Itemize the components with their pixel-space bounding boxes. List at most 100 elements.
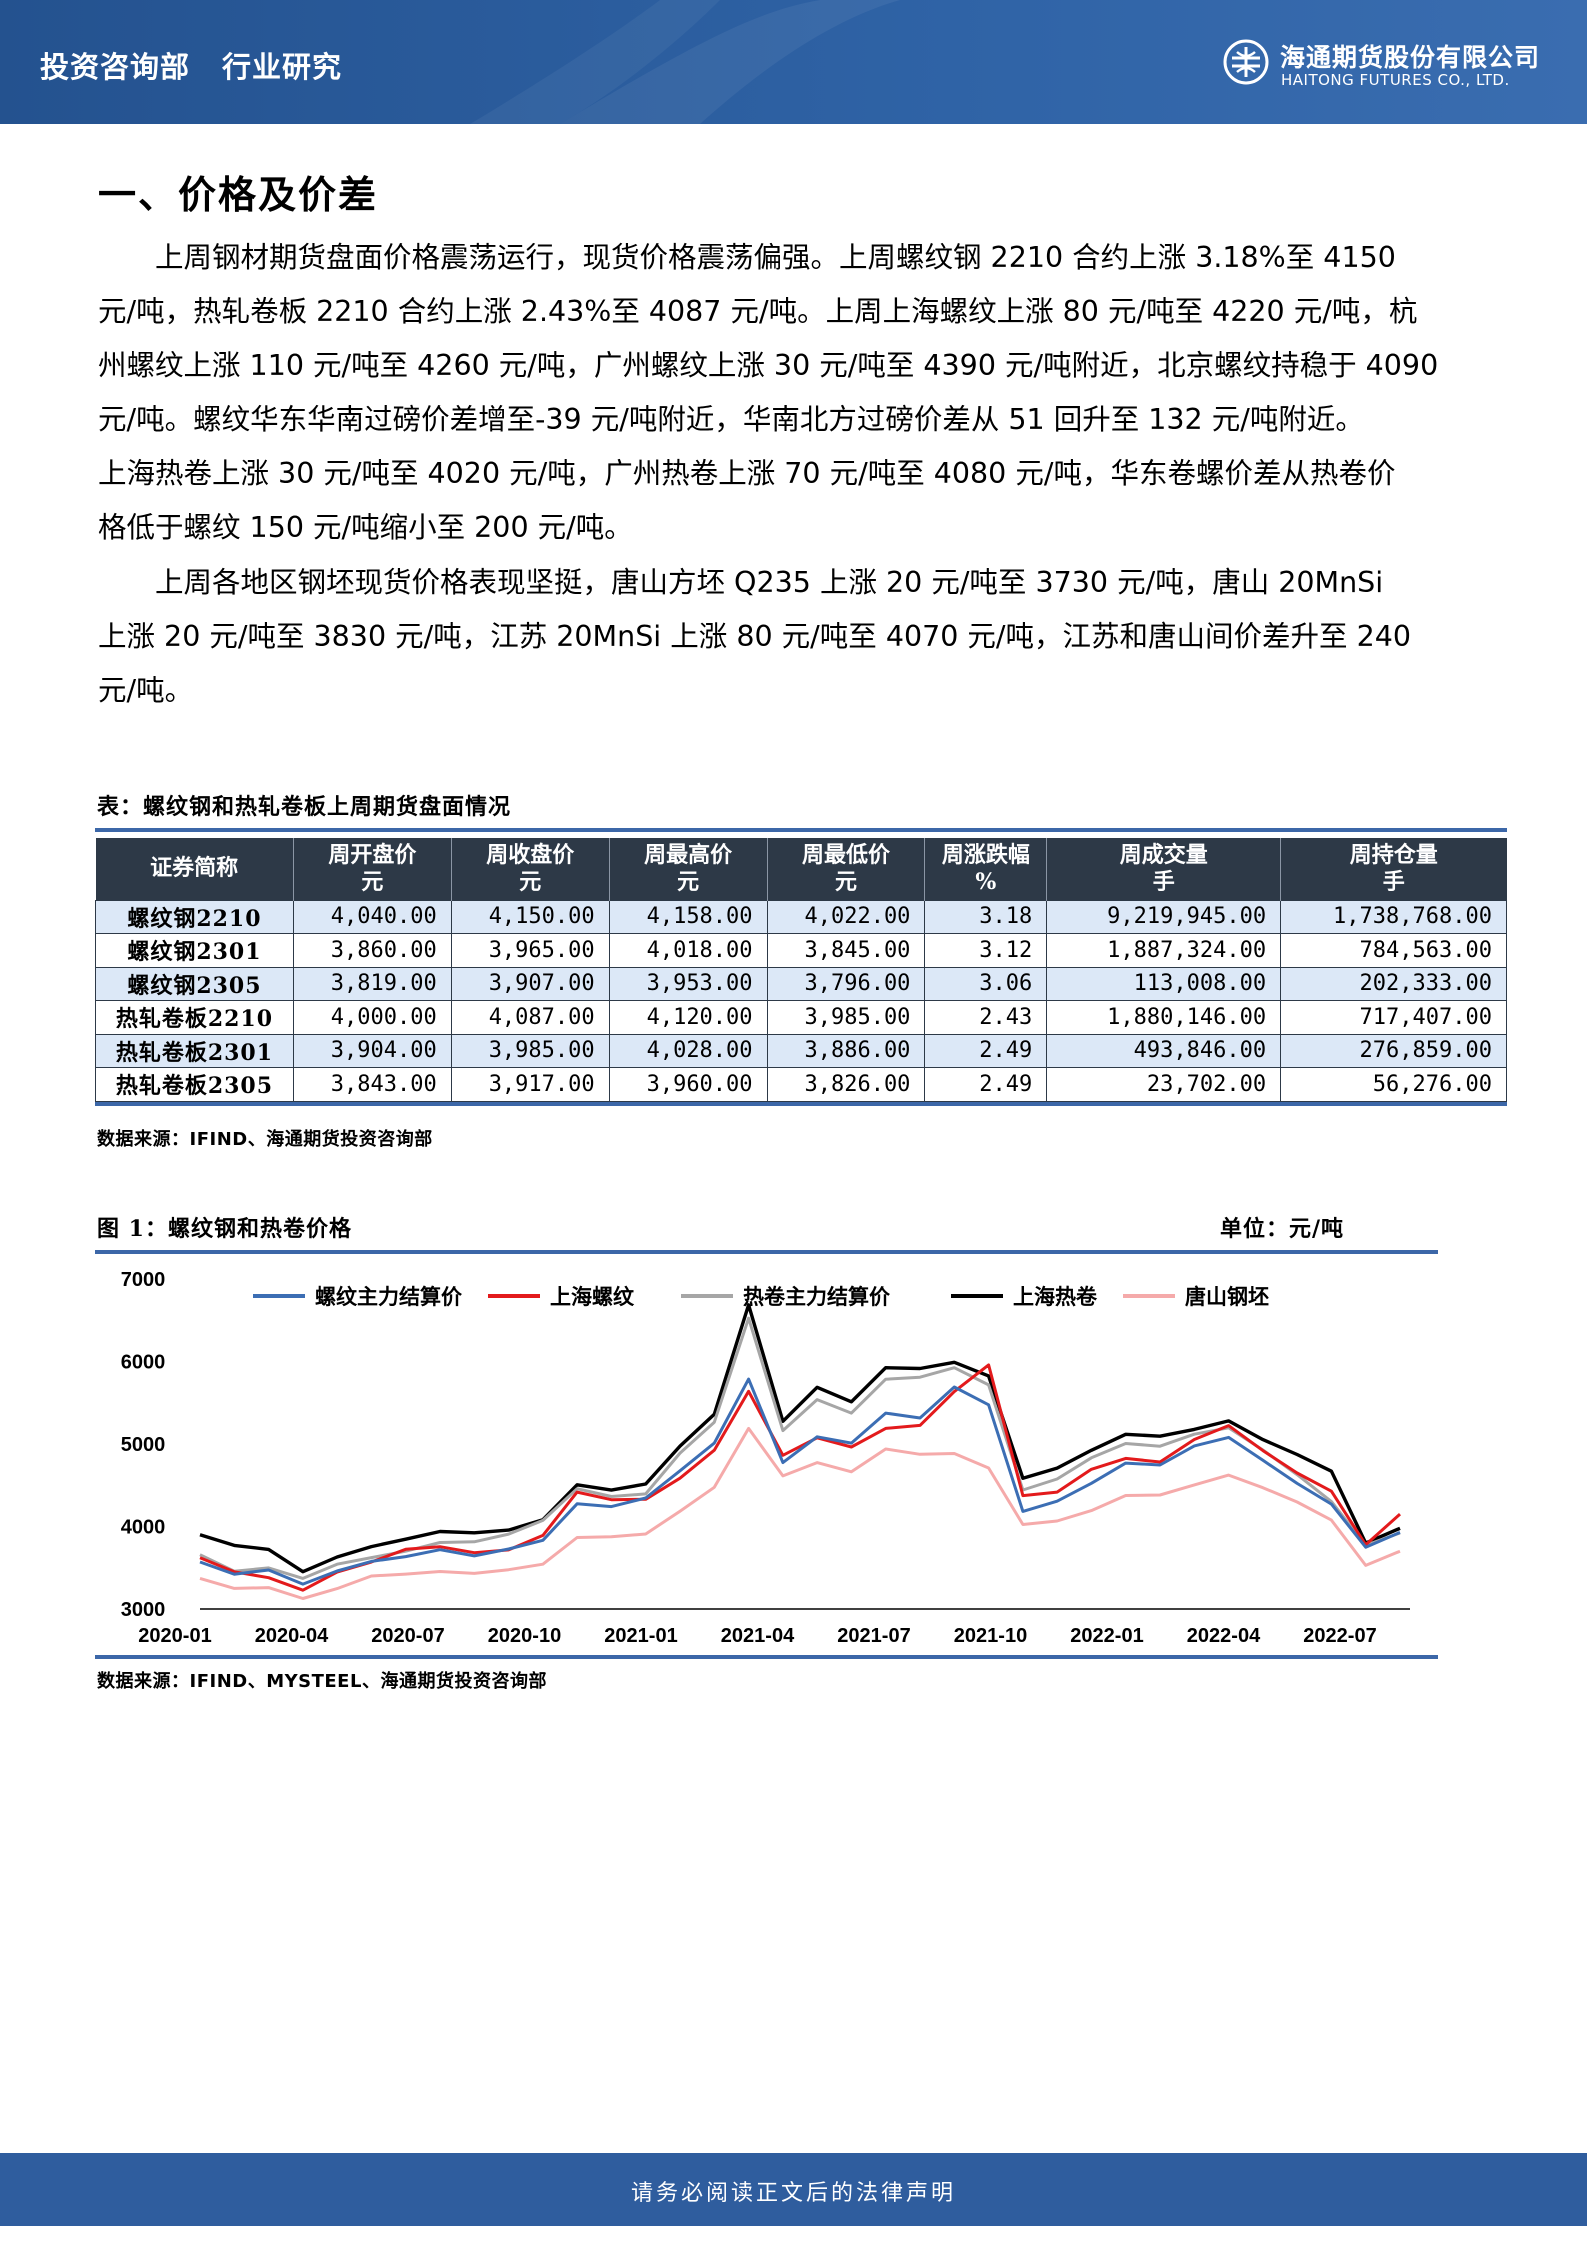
series-line — [199, 1303, 1401, 1574]
value-cell: 3,819.00 — [292, 966, 452, 1001]
value-cell: 3.06 — [924, 966, 1048, 1001]
section-heading: 一、价格及价差 — [98, 172, 379, 217]
column-header: 周最高价元 — [608, 838, 768, 900]
table-top-rule — [95, 828, 1507, 832]
legend-label: 热卷主力结算价 — [743, 1284, 891, 1309]
figure-unit: 单位：元/吨 — [1220, 1216, 1345, 1242]
x-tick-label: 2021-01 — [604, 1625, 677, 1647]
value-cell: 3,960.00 — [608, 1067, 768, 1102]
value-cell: 202,333.00 — [1280, 966, 1507, 1001]
value-cell: 56,276.00 — [1280, 1067, 1507, 1102]
table-bottom-rule — [95, 1101, 1507, 1106]
table-row: 热轧卷板2305 3,843.00 3,917.00 3,960.00 3,826.00… — [95, 1067, 1507, 1102]
header-decoration — [470, 0, 900, 124]
figure-caption: 图 1：螺纹钢和热卷价格 — [97, 1216, 352, 1242]
column-header: 周涨跌幅% — [924, 838, 1047, 900]
table-body: 螺纹钢2210 4,040.00 4,150.00 4,158.00 4,022.00 3… — [95, 899, 1507, 1102]
series-line — [199, 1363, 1402, 1592]
value-cell: 3,965.00 — [450, 933, 610, 968]
figure-bottom-rule — [95, 1655, 1438, 1659]
y-tick-label: 4000 — [121, 1517, 166, 1539]
y-tick-label: 6000 — [121, 1352, 166, 1374]
column-header-name: 周最低价 — [801, 841, 890, 868]
contract-name-cell: 热轧卷板2210 — [95, 1000, 294, 1035]
company-name-en: HAITONG FUTURES CO., LTD. — [1281, 71, 1510, 89]
column-header-name: 周涨跌幅 — [941, 841, 1030, 868]
value-cell: 3,860.00 — [292, 933, 452, 968]
table-source: 数据来源：IFIND、海通期货投资咨询部 — [97, 1129, 433, 1150]
column-header-name: 周最高价 — [644, 841, 733, 868]
value-cell: 4,028.00 — [608, 1033, 768, 1068]
x-tick-label: 2022-04 — [1187, 1625, 1261, 1647]
column-header: 证券简称 — [95, 838, 294, 900]
page-header: 投资咨询部 行业研究 海通期货股份有限公司 HAITONG FUTURES CO.… — [0, 0, 1587, 124]
column-header: 周收盘价元 — [450, 838, 610, 900]
x-tick-label: 2021-07 — [837, 1625, 910, 1647]
value-cell: 3,917.00 — [450, 1067, 610, 1102]
x-tick-label: 2022-01 — [1070, 1625, 1143, 1647]
table-row: 螺纹钢2301 3,860.00 3,965.00 4,018.00 3,845.00 3… — [95, 933, 1507, 968]
value-cell: 276,859.00 — [1280, 1033, 1507, 1068]
figure-top-rule — [95, 1250, 1438, 1254]
x-tick-label: 2020-01 — [138, 1625, 211, 1647]
value-cell: 9,219,945.00 — [1046, 899, 1282, 934]
value-cell: 3,886.00 — [766, 1033, 926, 1068]
column-header: 周成交量手 — [1046, 838, 1281, 900]
value-cell: 784,563.00 — [1280, 933, 1507, 968]
column-header-unit: 元 — [677, 868, 700, 895]
paragraph-line: 上海热卷上涨 30 元/吨至 4020 元/吨，广州热卷上涨 70 元/吨至 4… — [98, 457, 1396, 490]
legend-label: 螺纹主力结算价 — [315, 1284, 463, 1309]
y-tick-label: 7000 — [121, 1269, 166, 1291]
table-row: 热轧卷板2301 3,904.00 3,985.00 4,028.00 3,886.00… — [95, 1033, 1507, 1068]
value-cell: 3.18 — [924, 899, 1048, 934]
table-header-row: 证券简称 周开盘价元周收盘价元周最高价元周最低价元周涨跌幅% 周成交量手周持仓量手 — [95, 838, 1507, 900]
x-tick-label: 2020-07 — [371, 1625, 444, 1647]
table-row: 螺纹钢2305 3,819.00 3,907.00 3,953.00 3,796.00 3… — [95, 966, 1507, 1001]
paragraph-line: 元/吨。 — [98, 674, 194, 707]
table-row: 螺纹钢2210 4,040.00 4,150.00 4,158.00 4,022.00 3… — [95, 899, 1507, 934]
value-cell: 4,018.00 — [608, 933, 768, 968]
value-cell: 113,008.00 — [1046, 966, 1282, 1001]
series-line — [199, 1377, 1401, 1586]
value-cell: 1,738,768.00 — [1280, 899, 1507, 934]
column-header-unit: 元 — [361, 868, 384, 895]
value-cell: 3,796.00 — [766, 966, 926, 1001]
x-tick-label: 2020-04 — [255, 1625, 329, 1647]
column-header: 周开盘价元 — [292, 838, 452, 900]
column-header-name: 周收盘价 — [486, 841, 575, 868]
value-cell: 3,907.00 — [450, 966, 610, 1001]
x-tick-label: 2022-07 — [1303, 1625, 1376, 1647]
contract-name-cell: 螺纹钢2301 — [95, 933, 294, 968]
value-cell: 3.12 — [924, 933, 1048, 968]
value-cell: 4,087.00 — [450, 1000, 610, 1035]
value-cell: 3,953.00 — [608, 966, 768, 1001]
paragraph-price-summary: 上周钢材期货盘面价格震荡运行，现货价格震荡偏强。上周螺纹钢 2210 合约上涨 … — [98, 231, 1490, 555]
value-cell: 3,845.00 — [766, 933, 926, 968]
value-cell: 493,846.00 — [1046, 1033, 1282, 1068]
legend-label: 上海螺纹 — [550, 1284, 635, 1309]
y-tick-label: 5000 — [121, 1434, 166, 1456]
futures-table: 证券简称 周开盘价元周收盘价元周最高价元周最低价元周涨跌幅% 周成交量手周持仓量手 … — [95, 828, 1507, 1106]
value-cell: 3,985.00 — [450, 1033, 610, 1068]
value-cell: 4,150.00 — [450, 899, 610, 934]
column-header-name: 周成交量 — [1119, 841, 1208, 868]
column-header: 周最低价元 — [766, 838, 925, 900]
price-line-chart: 7000 6000 5000 4000 3000 2020-01 2020-04 2020-0… — [121, 1269, 1410, 1647]
column-header-unit: % — [975, 868, 997, 895]
legend-label: 唐山钢坯 — [1185, 1284, 1269, 1309]
company-logo-icon — [1223, 39, 1269, 85]
value-cell: 3,904.00 — [292, 1033, 452, 1068]
column-header-unit: 手 — [1382, 868, 1405, 895]
contract-name-cell: 热轧卷板2301 — [95, 1033, 294, 1068]
series-line — [199, 1426, 1401, 1600]
figure-source: 数据来源：IFIND、MYSTEEL、海通期货投资咨询部 — [97, 1671, 547, 1692]
paragraph-line: 上涨 20 元/吨至 3830 元/吨，江苏 20MnSi 上涨 80 元/吨至… — [98, 620, 1411, 653]
value-cell: 23,702.00 — [1046, 1067, 1282, 1102]
page-footer: 请务必阅读正文后的法律声明 — [0, 2153, 1587, 2226]
column-header-unit: 元 — [834, 868, 857, 895]
legend-label: 上海热卷 — [1013, 1284, 1098, 1309]
value-cell: 2.49 — [924, 1033, 1048, 1068]
value-cell: 3,826.00 — [766, 1067, 926, 1102]
value-cell: 4,120.00 — [608, 1000, 768, 1035]
contract-name-cell: 螺纹钢2210 — [95, 899, 294, 934]
